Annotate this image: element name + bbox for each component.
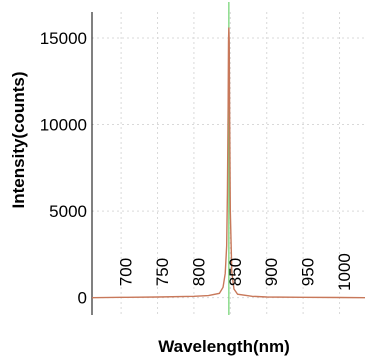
y-tick-label: 10000	[40, 116, 87, 135]
x-tick-label: 750	[153, 258, 172, 286]
x-tick-label: 900	[262, 258, 281, 286]
x-tick-label: 850	[226, 258, 245, 286]
x-tick-label: 700	[117, 258, 136, 286]
y-tick-label: 5000	[49, 202, 87, 221]
x-axis-title: Wavelength(nm)	[158, 337, 290, 356]
x-tick-labels: 700 750 800 850 900 950 1000	[117, 253, 354, 291]
y-tick-label: 0	[78, 289, 87, 308]
x-tick-label: 950	[299, 258, 318, 286]
series-line	[91, 27, 366, 299]
x-tick-label: 1000	[335, 253, 354, 291]
y-axis-title: Intensity(counts)	[9, 72, 28, 209]
x-tick-label: 800	[189, 258, 208, 286]
y-tick-label: 15000	[40, 29, 87, 48]
y-tick-labels: 0 5000 10000 15000	[40, 29, 87, 308]
